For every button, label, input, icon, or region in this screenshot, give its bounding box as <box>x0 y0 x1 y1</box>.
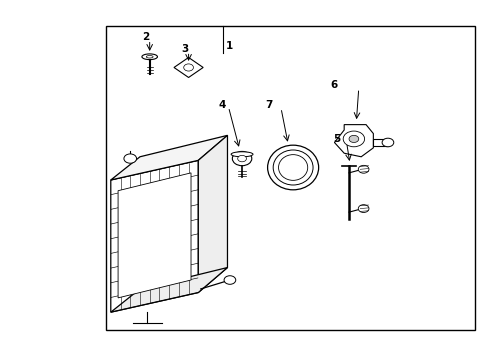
Ellipse shape <box>231 152 252 157</box>
Circle shape <box>358 204 368 212</box>
Polygon shape <box>111 267 227 312</box>
Circle shape <box>183 64 193 71</box>
Ellipse shape <box>267 145 318 190</box>
Circle shape <box>232 152 251 166</box>
Polygon shape <box>372 139 387 146</box>
Circle shape <box>381 138 393 147</box>
Ellipse shape <box>273 150 312 185</box>
Text: 2: 2 <box>142 32 149 42</box>
Polygon shape <box>334 125 372 157</box>
Text: 3: 3 <box>181 44 188 54</box>
Circle shape <box>348 135 358 143</box>
Circle shape <box>343 131 364 147</box>
Circle shape <box>123 154 136 163</box>
Text: 4: 4 <box>219 100 226 110</box>
Ellipse shape <box>142 54 157 60</box>
Polygon shape <box>118 173 191 298</box>
Ellipse shape <box>278 155 307 180</box>
Text: 6: 6 <box>330 80 337 90</box>
Text: 5: 5 <box>333 134 340 144</box>
Polygon shape <box>174 58 203 77</box>
Polygon shape <box>111 160 198 312</box>
Polygon shape <box>198 135 227 293</box>
Ellipse shape <box>146 55 153 58</box>
Circle shape <box>358 165 368 173</box>
Text: 7: 7 <box>264 100 272 110</box>
Circle shape <box>224 276 235 284</box>
Bar <box>106 26 474 330</box>
Text: 1: 1 <box>226 41 233 51</box>
Polygon shape <box>111 135 227 180</box>
Circle shape <box>237 156 246 162</box>
